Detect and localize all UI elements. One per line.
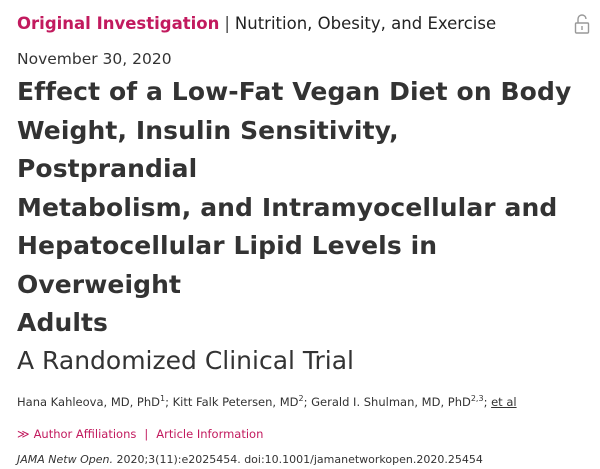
publication-date: November 30, 2020 xyxy=(17,50,172,68)
title-line: Effect of a Low-Fat Vegan Diet on Body xyxy=(17,77,572,106)
article-title: Effect of a Low-Fat Vegan Diet on Body W… xyxy=(17,73,587,343)
citation-journal: JAMA Netw Open. xyxy=(17,452,113,466)
section-line: Original Investigation | Nutrition, Obes… xyxy=(17,12,587,36)
citation-details: 2020;3(11):e2025454. doi:10.1001/jamanet… xyxy=(116,452,483,466)
section-separator: | xyxy=(224,14,230,33)
title-line: Weight, Insulin Sensitivity, Postprandia… xyxy=(17,115,399,184)
double-chevron-icon: ≫ xyxy=(17,426,30,441)
citation: JAMA Netw Open. 2020;3(11):e2025454. doi… xyxy=(17,451,587,469)
article-subtitle: A Randomized Clinical Trial xyxy=(17,345,354,375)
author-affiliation-sup: 2,3 xyxy=(470,393,484,403)
title-line: Hepatocellular Lipid Levels in Overweigh… xyxy=(17,231,438,299)
article-header: Original Investigation | Nutrition, Obes… xyxy=(17,12,587,469)
title-line: Adults xyxy=(17,308,109,337)
section-type[interactable]: Original Investigation xyxy=(17,14,220,33)
article-information-link[interactable]: Article Information xyxy=(156,426,264,441)
title-line: Metabolism, and Intramyocellular and xyxy=(17,192,558,222)
article-links: ≫ Author Affiliations | Article Informat… xyxy=(17,425,587,443)
open-lock-icon xyxy=(574,14,590,34)
author-affiliation-sup: 1 xyxy=(160,393,166,403)
author-affiliations-link[interactable]: Author Affiliations xyxy=(33,426,137,441)
author-affiliation-sup: 2 xyxy=(298,393,304,403)
section-topic[interactable]: Nutrition, Obesity, and Exercise xyxy=(234,14,497,33)
links-separator: | xyxy=(144,426,149,441)
